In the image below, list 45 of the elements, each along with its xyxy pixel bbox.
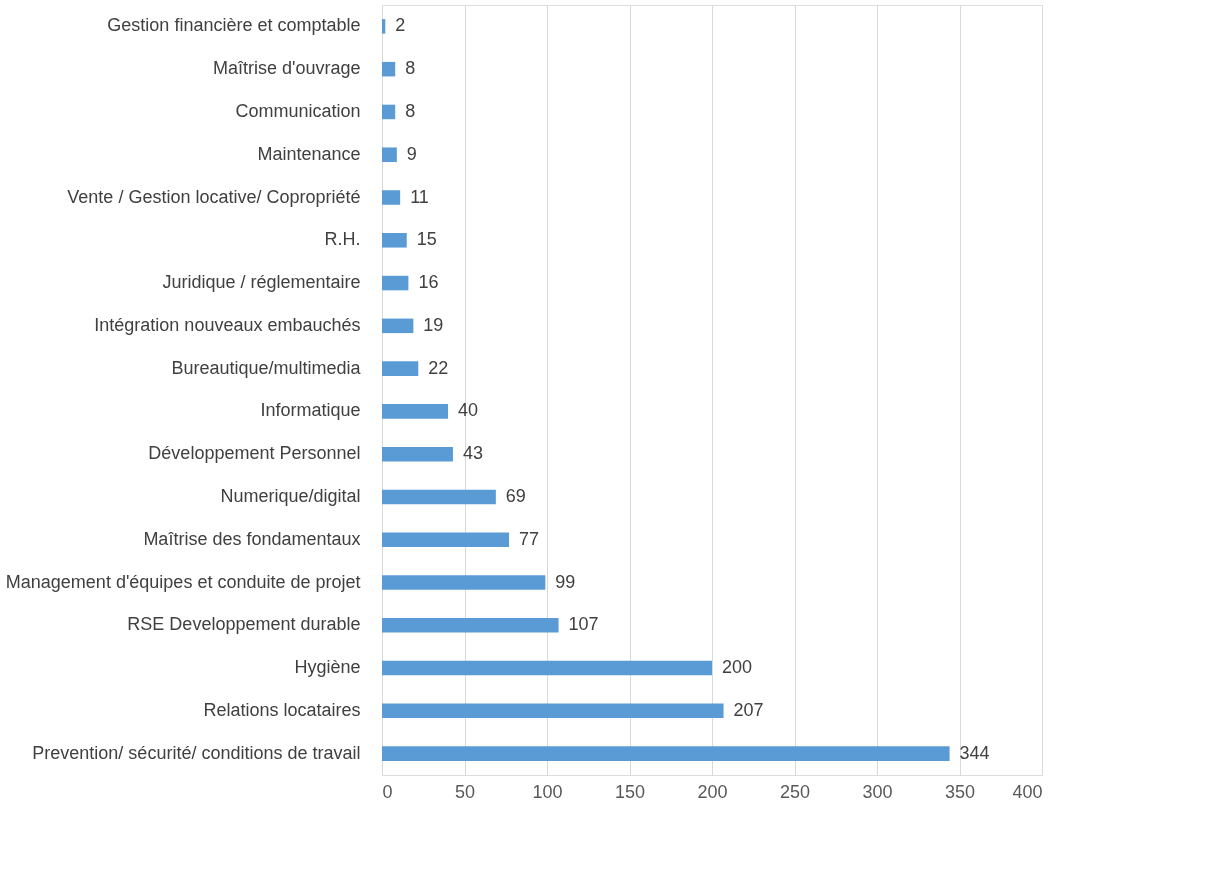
y-tick-label: R.H. — [324, 229, 361, 250]
data-label: 11 — [410, 186, 429, 207]
y-tick-label: Prevention/ sécurité/ conditions de travail — [32, 742, 361, 763]
y-tick-label: Gestion financière et comptable — [107, 15, 361, 36]
y-tick-label: Hygiène — [294, 657, 361, 678]
data-label: 43 — [462, 443, 483, 464]
x-tick-label: 250 — [779, 781, 811, 802]
data-label: 200 — [722, 657, 753, 678]
data-label: 15 — [416, 229, 437, 250]
data-label: 40 — [458, 400, 479, 421]
x-tick-label: 350 — [944, 781, 976, 802]
data-label: 2 — [395, 15, 406, 36]
x-tick-label: 50 — [454, 781, 476, 802]
data-label: 22 — [428, 357, 449, 378]
y-tick-label: Numerique/digital — [220, 485, 361, 506]
data-label: 107 — [568, 614, 599, 635]
y-tick-label: Vente / Gestion locative/ Copropriété — [67, 186, 361, 207]
data-label: 8 — [405, 100, 416, 121]
data-label: 344 — [959, 742, 990, 763]
y-tick-label: Management d'équipes et conduite de projet — [5, 571, 361, 592]
y-tick-label: Maintenance — [257, 143, 361, 164]
x-tick-label: 200 — [697, 781, 728, 802]
x-tick-label: 100 — [532, 781, 563, 802]
data-label: 69 — [505, 485, 526, 506]
data-label: 9 — [406, 143, 417, 164]
y-tick-label: Informatique — [260, 400, 361, 421]
y-tick-label: RSE Developpement durable — [127, 614, 361, 635]
y-tick-label: Communication — [235, 100, 361, 121]
y-tick-label: Relations locataires — [203, 699, 361, 720]
data-label: 8 — [405, 58, 416, 79]
y-tick-label: Maîtrise des fondamentaux — [143, 528, 361, 549]
y-tick-label: Maîtrise d'ouvrage — [212, 58, 361, 79]
data-label: 77 — [519, 528, 540, 549]
y-tick-label: Bureautique/multimedia — [171, 357, 362, 378]
data-label: 16 — [418, 272, 439, 293]
y-tick-label: Juridique / réglementaire — [162, 272, 361, 293]
data-label: 99 — [555, 571, 576, 592]
x-tick-label: 300 — [862, 781, 893, 802]
y-tick-label: Intégration nouveaux embauchés — [94, 314, 361, 335]
y-tick-label: Développement Personnel — [148, 443, 361, 464]
x-tick-label: 150 — [614, 781, 646, 802]
x-tick-label: 400 — [1012, 781, 1043, 802]
x-tick-label: 0 — [382, 781, 393, 802]
data-label: 19 — [423, 314, 444, 335]
data-label: 207 — [733, 699, 764, 720]
